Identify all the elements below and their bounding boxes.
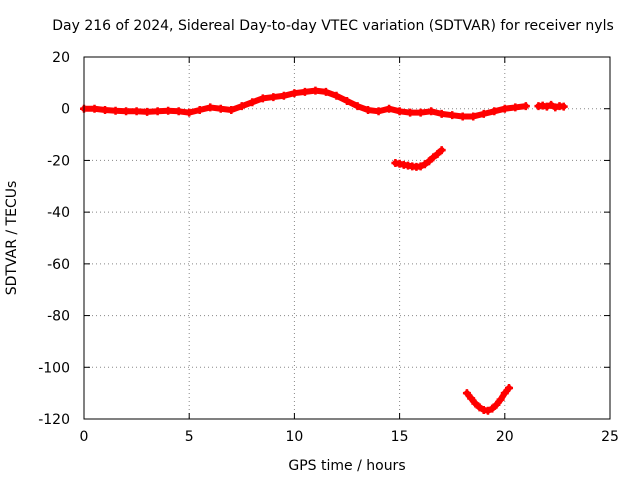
data-point — [343, 96, 351, 105]
data-point — [458, 112, 467, 121]
y-tick-label: -100 — [38, 360, 70, 376]
x-tick-label: 20 — [496, 429, 514, 445]
x-tick-label: 15 — [391, 429, 409, 445]
data-point — [101, 106, 110, 115]
data-point — [505, 383, 514, 392]
tick-labels: 0 5 10 15 20 25 20 0 -20 -40 -60 -80 -100 -120 — [38, 50, 619, 445]
x-tick-label: 5 — [185, 429, 194, 445]
data-point — [300, 87, 309, 96]
data-point — [467, 394, 476, 403]
data-point — [164, 106, 173, 115]
x-axis-label: GPS time / hours — [288, 458, 406, 474]
data-point — [237, 102, 246, 111]
data-point — [521, 102, 530, 111]
y-tick-label: -20 — [47, 153, 70, 169]
data-point — [132, 107, 141, 116]
data-point — [420, 160, 429, 169]
data-point — [496, 395, 505, 404]
y-tick-label: -40 — [47, 205, 70, 221]
data-point — [216, 104, 225, 113]
data-point — [227, 106, 236, 115]
data-point — [425, 157, 434, 166]
data-point — [500, 104, 509, 113]
data-point — [433, 149, 442, 158]
y-axis-label: SDTVAR / TECUs — [4, 180, 20, 296]
data-point — [559, 102, 568, 111]
data-point — [483, 406, 492, 415]
data-point — [111, 106, 120, 115]
data-point — [269, 93, 278, 102]
grid-lines — [84, 57, 610, 419]
data-point — [385, 104, 394, 113]
data-point — [416, 162, 425, 171]
data-point — [492, 400, 501, 409]
data-point — [353, 102, 362, 111]
data-point — [332, 91, 341, 100]
data-point — [437, 146, 446, 155]
data-point — [488, 404, 497, 413]
data-point — [437, 109, 446, 118]
data-point — [511, 103, 520, 112]
data-point — [462, 389, 471, 398]
data-point — [195, 106, 204, 115]
data-point — [395, 107, 404, 116]
data-point — [542, 102, 551, 111]
x-tick-label: 25 — [601, 429, 619, 445]
data-point — [448, 111, 457, 120]
data-point — [475, 403, 484, 412]
data-point — [429, 153, 438, 162]
data-point — [122, 107, 131, 116]
data-point — [206, 103, 215, 112]
data-point — [248, 98, 257, 107]
y-tick-label: -80 — [47, 309, 70, 325]
data-point — [416, 108, 425, 117]
data-point — [406, 108, 415, 117]
chart-title: Day 216 of 2024, Sidereal Day-to-day VTE… — [52, 18, 614, 34]
data-point — [490, 107, 499, 116]
x-tick-label: 0 — [80, 429, 89, 445]
data-point — [471, 399, 480, 408]
x-tick-label: 10 — [285, 429, 303, 445]
data-point — [547, 100, 556, 109]
y-tick-label: -60 — [47, 257, 70, 273]
data-point — [479, 109, 488, 118]
data-point — [90, 104, 99, 113]
data-point — [374, 107, 383, 116]
data-point — [279, 91, 288, 100]
data-point — [364, 106, 373, 115]
data-point — [153, 107, 162, 116]
y-tick-label: 0 — [61, 102, 70, 118]
data-point — [321, 87, 330, 96]
data-point — [551, 103, 560, 112]
data-point — [290, 89, 299, 98]
data-point — [427, 107, 436, 116]
y-tick-label: 20 — [52, 50, 70, 66]
data-point — [174, 107, 183, 116]
data-points — [80, 86, 568, 415]
data-point — [185, 108, 194, 117]
y-tick-label: -120 — [38, 412, 70, 428]
data-point — [469, 112, 478, 121]
data-point — [311, 86, 320, 95]
data-point — [143, 107, 152, 116]
data-point — [258, 94, 267, 103]
data-point — [500, 389, 509, 398]
plot-frame — [83, 56, 611, 420]
